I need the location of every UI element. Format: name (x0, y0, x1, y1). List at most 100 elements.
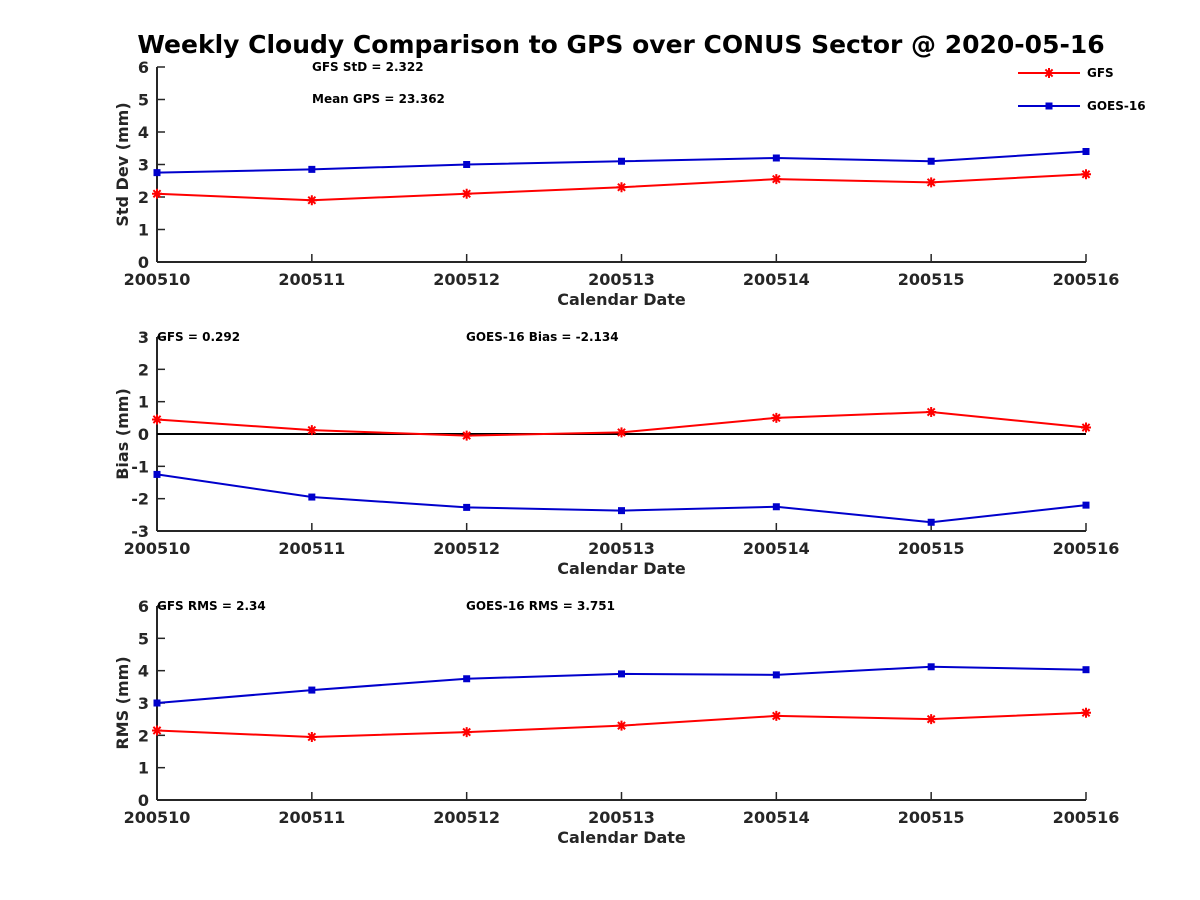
data-point-gfs (926, 407, 937, 418)
data-point-gfs (1081, 422, 1091, 433)
data-point-goes-16 (772, 154, 780, 162)
x-tick-label: 200512 (433, 539, 500, 558)
data-point-goes-16 (1082, 501, 1090, 509)
y-tick-label: -1 (131, 457, 149, 476)
data-point-goes-16 (927, 663, 935, 671)
data-point-goes-16 (463, 161, 471, 168)
stat-annotation: Mean GPS = 23.362 (312, 92, 445, 106)
chart-title: Weekly Cloudy Comparison to GPS over CON… (137, 30, 1105, 59)
y-axis-label: Bias (mm) (113, 388, 132, 480)
x-tick-label: 200514 (743, 539, 810, 558)
x-tick-label: 200511 (278, 270, 345, 289)
x-axis-label: Calendar Date (557, 559, 686, 578)
x-tick-label: 200514 (743, 808, 810, 827)
y-tick-label: 2 (138, 726, 149, 745)
data-point-gfs (306, 731, 317, 742)
x-tick-label: 200515 (898, 270, 965, 289)
x-tick-label: 200516 (1053, 808, 1120, 827)
x-tick-label: 200516 (1053, 539, 1120, 558)
data-point-goes-16 (308, 493, 316, 501)
x-tick-label: 200515 (898, 539, 965, 558)
data-point-gfs (461, 727, 472, 738)
x-tick-label: 200514 (743, 270, 810, 289)
stat-annotation: GOES-16 Bias = -2.134 (466, 330, 619, 344)
data-point-gfs (461, 188, 472, 199)
legend: GFS GOES-16 (1018, 66, 1146, 113)
x-axis-label: Calendar Date (557, 828, 686, 847)
y-tick-label: 3 (138, 694, 149, 713)
data-point-goes-16 (927, 157, 935, 165)
data-point-goes-16 (308, 165, 316, 173)
legend-label-goes-16: GOES-16 (1087, 99, 1146, 113)
data-point-gfs (771, 710, 782, 721)
data-point-gfs (616, 182, 627, 193)
data-point-gfs (616, 720, 627, 731)
series-line-goes-16 (156, 473, 1087, 524)
x-tick-label: 200510 (124, 808, 191, 827)
x-tick-label: 200512 (433, 808, 500, 827)
y-tick-label: 0 (138, 791, 149, 810)
x-tick-label: 200510 (124, 539, 191, 558)
x-tick-label: 200515 (898, 808, 965, 827)
y-tick-label: 5 (138, 91, 149, 110)
data-point-gfs (771, 412, 782, 423)
data-point-gfs (1081, 707, 1091, 718)
y-tick-label: 3 (138, 156, 149, 175)
y-tick-label: 6 (138, 597, 149, 616)
data-point-goes-16 (772, 503, 780, 511)
panel-2: -3 -2 -1 0 1 2 3 200510 200511 200512 200513 200514… (113, 328, 1119, 578)
y-tick-label: 6 (138, 58, 149, 77)
y-tick-label: 2 (138, 360, 149, 379)
data-point-gfs (1081, 169, 1091, 180)
data-point-gfs (152, 414, 162, 425)
y-tick-label: 1 (138, 759, 149, 778)
y-axis-label: RMS (mm) (113, 656, 132, 749)
data-point-gfs (926, 177, 937, 188)
data-point-goes-16 (308, 686, 316, 694)
y-tick-label: 0 (138, 425, 149, 444)
data-point-gfs (152, 725, 162, 736)
x-tick-label: 200512 (433, 270, 500, 289)
legend-label-gfs: GFS (1087, 66, 1114, 80)
data-point-gfs (926, 714, 937, 725)
data-point-goes-16 (153, 470, 161, 478)
data-point-goes-16 (927, 518, 935, 526)
data-point-goes-16 (618, 507, 625, 515)
data-point-gfs (306, 195, 317, 206)
y-tick-label: 2 (138, 188, 149, 207)
y-tick-label: -2 (131, 490, 149, 509)
data-point-gfs (152, 188, 162, 199)
stat-annotation: GFS RMS = 2.34 (157, 599, 266, 613)
stat-annotation: GFS = 0.292 (157, 330, 240, 344)
stat-annotation: GOES-16 RMS = 3.751 (466, 599, 615, 613)
x-tick-label: 200516 (1053, 270, 1120, 289)
stat-annotation: GFS StD = 2.322 (312, 60, 424, 74)
y-tick-label: 1 (138, 221, 149, 240)
data-point-gfs (461, 430, 472, 441)
x-tick-label: 200510 (124, 270, 191, 289)
data-point-goes-16 (1082, 666, 1090, 674)
y-tick-label: 4 (138, 123, 149, 142)
data-point-goes-16 (1082, 148, 1090, 155)
y-tick-label: 1 (138, 393, 149, 412)
x-tick-label: 200513 (588, 270, 655, 289)
data-point-goes-16 (618, 157, 625, 165)
x-tick-label: 200511 (278, 539, 345, 558)
data-point-gfs (306, 425, 317, 436)
x-axis-label: Calendar Date (557, 290, 686, 309)
x-tick-label: 200513 (588, 808, 655, 827)
y-axis-label: Std Dev (mm) (113, 102, 132, 226)
data-point-goes-16 (463, 503, 471, 511)
data-point-goes-16 (153, 699, 161, 707)
y-tick-label: 0 (138, 253, 149, 272)
panel-1: 0 1 2 3 4 5 6 200510 200511 200512 200513 200514 200… (113, 58, 1119, 309)
data-point-goes-16 (153, 169, 161, 177)
x-tick-label: 200511 (278, 808, 345, 827)
y-tick-label: 4 (138, 662, 149, 681)
x-tick-label: 200513 (588, 539, 655, 558)
y-tick-label: -3 (131, 522, 149, 541)
y-tick-label: 5 (138, 629, 149, 648)
data-point-goes-16 (618, 670, 625, 678)
data-point-gfs (616, 427, 627, 438)
